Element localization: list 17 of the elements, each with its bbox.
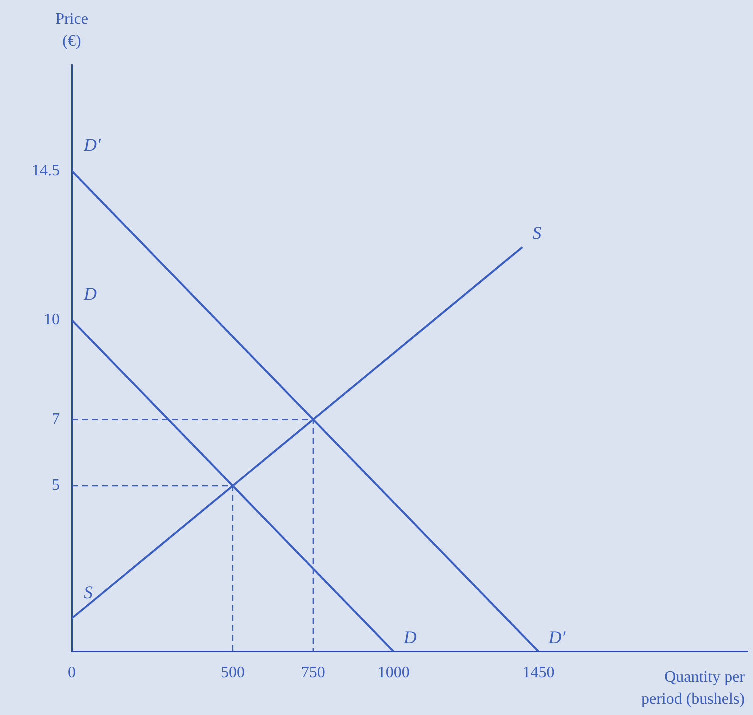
text: D	[84, 284, 97, 304]
y-tick-label: 7	[52, 410, 60, 428]
y-axis-title: Price (€)	[56, 11, 88, 50]
series-label: D	[402, 628, 417, 648]
text: D′	[84, 134, 101, 155]
x-tick-label: 1450	[522, 664, 555, 682]
series-label: D′	[548, 628, 567, 648]
x-tick-label: 500	[220, 664, 245, 682]
x-axis-title: Quantity per period (bushels)	[641, 669, 746, 708]
series-label: S	[84, 582, 93, 602]
text: S	[532, 223, 542, 244]
y-tick-label: 10	[44, 311, 60, 328]
x-tick-label: 1000	[378, 664, 410, 682]
x-tick-label: 750	[301, 664, 326, 682]
x-tick-label: 0	[68, 664, 76, 682]
y-tick-label: 14.5	[32, 162, 60, 180]
y-tick-label: 5	[52, 477, 60, 494]
